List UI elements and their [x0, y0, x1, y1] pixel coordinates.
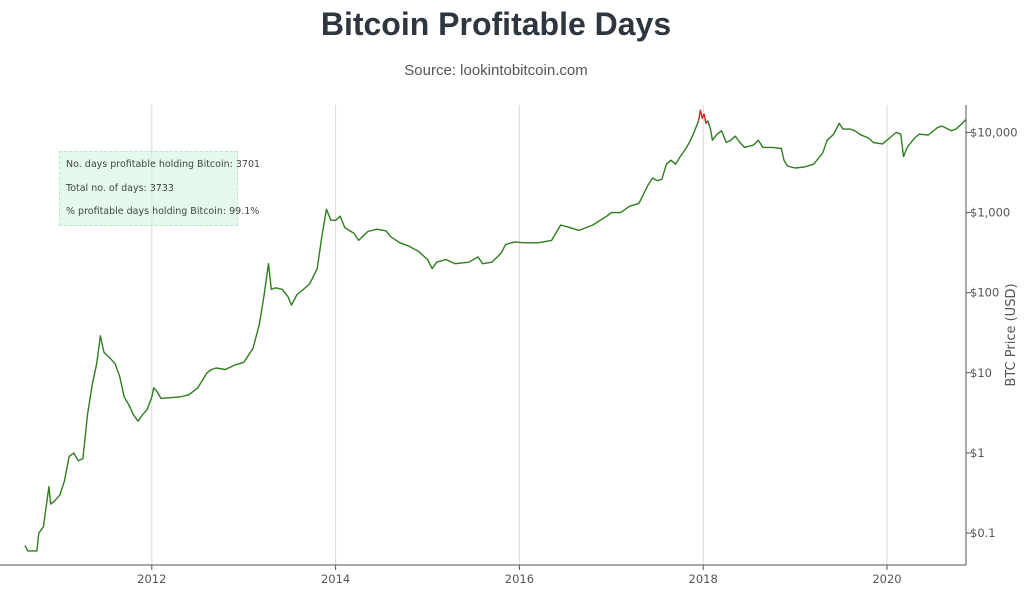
- annotation-percent-profitable: % profitable days holding Bitcoin: 99.1%: [66, 206, 260, 217]
- x-tick-label-2020: 2020: [872, 572, 901, 586]
- price-lines: [24, 109, 967, 552]
- chart-grid: [151, 105, 888, 565]
- profitability-annotation: No. days profitable holding Bitcoin: 370…: [59, 151, 261, 226]
- profitable-price-segment-2: [707, 119, 967, 169]
- x-tick-label-2018: 2018: [689, 572, 718, 586]
- annotation-total-days: Total no. of days: 3733: [66, 182, 174, 194]
- y-tick-label: $10,000: [970, 125, 1018, 139]
- y-tick-label: $1,000: [970, 206, 1010, 220]
- x-tick-label-2014: 2014: [321, 572, 350, 586]
- y-tick-label: $1: [970, 446, 985, 460]
- x-tick-label-2016: 2016: [505, 572, 534, 586]
- y-tick-label: $0.1: [970, 526, 996, 540]
- x-tick-label-2012: 2012: [137, 572, 166, 586]
- chart-axes: [0, 105, 967, 566]
- chart-title: Bitcoin Profitable Days: [320, 6, 672, 42]
- chart-subtitle: Source: lookintobitcoin.com: [404, 62, 588, 79]
- profitable-price-segment-0: [24, 120, 700, 552]
- y-tick-label: $10: [970, 366, 992, 380]
- y-axis-label: BTC Price (USD): [1004, 283, 1019, 386]
- unprofitable-price-segment-1: [697, 109, 709, 124]
- x-axis-ticks: 2012 2014 2016 2018 2020: [137, 565, 902, 586]
- annotation-profitable-days: No. days profitable holding Bitcoin: 370…: [66, 159, 261, 170]
- y-tick-label: $100: [970, 286, 999, 300]
- y-axis-ticks: $0.1 $1 $10 $100 $1,000 $10,000: [966, 125, 1018, 540]
